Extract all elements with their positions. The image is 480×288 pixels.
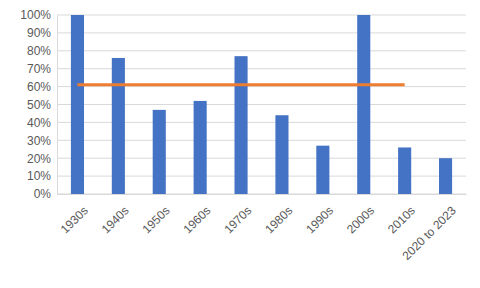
x-tick: 2020 to 2023 — [399, 194, 459, 263]
bar — [316, 146, 329, 194]
x-tick-label: 2020 to 2023 — [399, 203, 459, 263]
y-axis-line — [57, 16, 58, 195]
grid-line — [57, 50, 466, 51]
bar — [112, 58, 125, 194]
y-tick: 100% — [20, 8, 57, 22]
y-tick: 60% — [27, 80, 57, 94]
y-tick: 90% — [27, 26, 57, 40]
y-tick-label: 20% — [27, 152, 51, 166]
y-tick: 30% — [27, 134, 57, 148]
line — [77, 83, 404, 86]
y-tick: 50% — [27, 98, 57, 112]
x-tick: 1980s — [262, 194, 295, 236]
plot: 0%10%20%30%40%50%60%70%80%90%100%1930s19… — [20, 8, 466, 263]
x-tick: 2000s — [344, 194, 377, 236]
x-tick: 1990s — [303, 194, 336, 236]
y-tick: 10% — [27, 169, 57, 183]
grid-line — [57, 15, 466, 16]
x-tick-label: 1930s — [58, 203, 91, 236]
y-tick-label: 80% — [27, 44, 51, 58]
bar — [194, 101, 207, 194]
y-tick: 20% — [27, 152, 57, 166]
grid-line — [57, 32, 466, 33]
bar — [235, 56, 248, 194]
x-tick: 2010s — [385, 194, 418, 236]
x-tick-label: 1990s — [303, 203, 336, 236]
x-tick: 1970s — [221, 194, 254, 236]
y-tick: 70% — [27, 62, 57, 76]
x-tick-label: 1980s — [262, 203, 295, 236]
x-tick-label: 1950s — [140, 203, 173, 236]
bar — [275, 115, 288, 194]
x-tick: 1940s — [99, 194, 132, 236]
x-tick: 1950s — [140, 194, 173, 236]
bar — [398, 147, 411, 194]
x-axis-line — [58, 194, 467, 195]
x-tick-label: 2010s — [385, 203, 418, 236]
y-tick-label: 10% — [27, 169, 51, 183]
y-axis: 0% 10% 20% 30% 40% 50% 60% 70% 80% 90% 100% — [20, 8, 57, 201]
y-tick-label: 70% — [27, 62, 51, 76]
y-tick: 80% — [27, 44, 57, 58]
y-tick-label: 0% — [34, 187, 52, 201]
y-tick: 40% — [27, 116, 57, 130]
bar — [71, 15, 84, 194]
y-tick: 0% — [34, 187, 57, 201]
x-axis: 1930s1940s1950s1960s1970s1980s1990s2000s… — [58, 194, 467, 263]
x-tick-label: 1960s — [180, 203, 213, 236]
x-tick: 1960s — [180, 194, 213, 236]
chart: 0%10%20%30%40%50%60%70%80%90%100%1930s19… — [0, 0, 480, 288]
y-tick-label: 60% — [27, 80, 51, 94]
y-tick-label: 90% — [27, 26, 51, 40]
bar-series — [71, 15, 452, 194]
x-tick-label: 1970s — [221, 203, 254, 236]
x-tick-label: 2000s — [344, 203, 377, 236]
bar — [357, 15, 370, 194]
y-tick-label: 50% — [27, 98, 51, 112]
y-tick-label: 40% — [27, 116, 51, 130]
grid — [57, 15, 466, 194]
x-tick-label: 1940s — [99, 203, 132, 236]
marks — [71, 15, 452, 194]
bar — [153, 110, 166, 194]
bar — [439, 158, 452, 194]
y-tick-label: 100% — [20, 8, 51, 22]
y-tick-label: 30% — [27, 134, 51, 148]
x-tick: 1930s — [58, 194, 91, 236]
